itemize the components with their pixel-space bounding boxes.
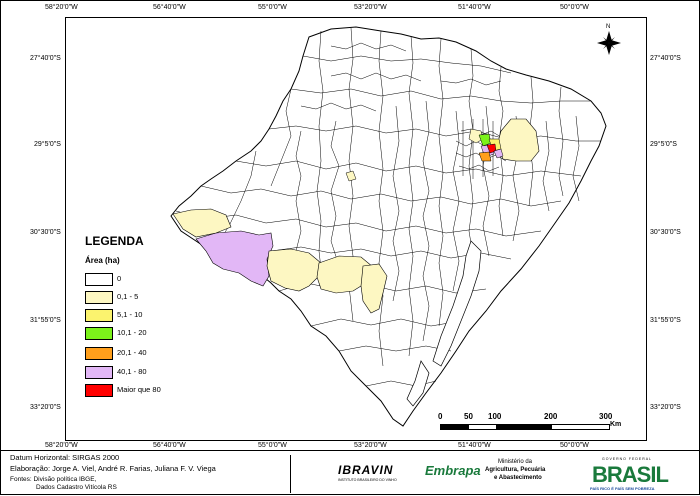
lon-label-bottom: 58°20'0"W (45, 442, 78, 449)
region-20-40 (478, 151, 492, 162)
footer: Datum Horizontal: SIRGAS 2000 Elaboração… (0, 450, 700, 496)
footer-fontes-1: Fontes: Divisão política IBGE, (10, 476, 97, 483)
ministerio-line-1: Ministério da (498, 459, 533, 465)
lon-label-top: 53°20'0"W (354, 4, 387, 11)
north-arrow-icon (597, 31, 621, 55)
lat-label-left: 27°40'0"S (30, 55, 61, 62)
legend-subtitle: Área (ha) (85, 256, 120, 265)
scale-tick-label: 0 (438, 412, 443, 421)
governo-federal-label: GOVERNO FEDERAL (602, 457, 653, 461)
coastal-lagoon (432, 240, 482, 367)
legend-swatch (85, 309, 113, 322)
lon-label-bottom: 55°0'0"W (258, 442, 287, 449)
lat-label-left: 30°30'0"S (30, 229, 61, 236)
north-label: N (606, 24, 610, 30)
brasil-slogan: PAÍS RICO É PAÍS SEM POBREZA (590, 486, 655, 491)
lon-label-top: 56°40'0"W (153, 4, 186, 11)
lat-label-left: 33°20'0"S (30, 404, 61, 411)
footer-datum: Datum Horizontal: SIRGAS 2000 (10, 453, 120, 462)
scale-tick-label: 100 (488, 412, 502, 421)
lat-label-right: 29°5'0"S (650, 141, 677, 148)
scale-segment (496, 425, 552, 429)
lat-label-left: 31°55'0"S (30, 317, 61, 324)
footer-fontes-2: Dados Cadastro Vitícola RS (36, 484, 117, 491)
ministerio-line-2: Agricultura, Pecuária (485, 467, 546, 473)
ibravin-subtitle: INSTITUTO BRASILEIRO DO VINHO (338, 478, 397, 482)
brasil-logo: BRASIL (592, 462, 669, 487)
map-frame: N (65, 17, 647, 441)
region-40-80-serra-2 (493, 148, 504, 159)
lon-label-top: 50°0'0"W (560, 4, 589, 11)
lat-label-right: 33°20'0"S (650, 404, 681, 411)
lon-label-bottom: 50°0'0"W (560, 442, 589, 449)
lon-label-bottom: 51°40'0"W (458, 442, 491, 449)
coastal-lagoon-south (406, 360, 430, 407)
legend-label: 40,1 - 80 (117, 367, 147, 376)
state-outline (170, 26, 607, 427)
region-40-80-west (195, 230, 274, 287)
lat-label-left: 29°5'0"S (34, 141, 61, 148)
lon-label-bottom: 53°20'0"W (354, 442, 387, 449)
scale-tick-label: 50 (464, 412, 473, 421)
scale-unit: Km (610, 421, 622, 428)
legend-swatch (85, 366, 113, 379)
legend-swatch (85, 347, 113, 360)
legend-label: Maior que 80 (117, 385, 161, 394)
region-0-1-5-serra-1 (468, 128, 484, 144)
lon-label-bottom: 56°40'0"W (153, 442, 186, 449)
legend-swatch (85, 291, 113, 304)
scale-segment (441, 425, 469, 429)
legend-label: 0,1 - 5 (117, 292, 139, 301)
lon-label-top: 58°20'0"W (45, 4, 78, 11)
legend-label: 0 (117, 274, 122, 283)
legend-swatch (85, 384, 113, 397)
region-0-1-5-campanha-1 (266, 248, 322, 292)
ibravin-logo: IBRAVIN (338, 463, 394, 477)
footer-divider (290, 455, 291, 493)
legend-swatch (85, 327, 113, 340)
scale-tick-label: 300 (599, 412, 613, 421)
region-0-1-5-campanha-3 (360, 263, 388, 314)
lon-label-top: 51°40'0"W (458, 4, 491, 11)
region-0-1-5-central (345, 170, 357, 182)
legend-label: 10,1 - 20 (117, 328, 147, 337)
legend-title: LEGENDA (85, 234, 144, 248)
legend-label: 20,1 - 40 (117, 348, 147, 357)
legend-label: 5,1 - 10 (117, 310, 143, 319)
embrapa-logo: Embrapa (425, 463, 481, 478)
footer-elaboracao: Elaboração: Jorge A. Viel, André R. Fari… (10, 464, 216, 473)
lat-label-right: 27°40'0"S (650, 55, 681, 62)
lat-label-right: 31°55'0"S (650, 317, 681, 324)
map-canvas[interactable]: N (66, 18, 646, 440)
region-0-1-5-southwest (172, 208, 232, 238)
scale-bar: 0 50 100 200 300 Km (438, 412, 622, 432)
legend-swatch (85, 273, 113, 286)
scale-tick-label: 200 (544, 412, 558, 421)
lat-label-right: 30°30'0"S (650, 229, 681, 236)
lon-label-top: 55°0'0"W (258, 4, 287, 11)
ministerio-line-3: e Abastecimento (494, 475, 542, 481)
